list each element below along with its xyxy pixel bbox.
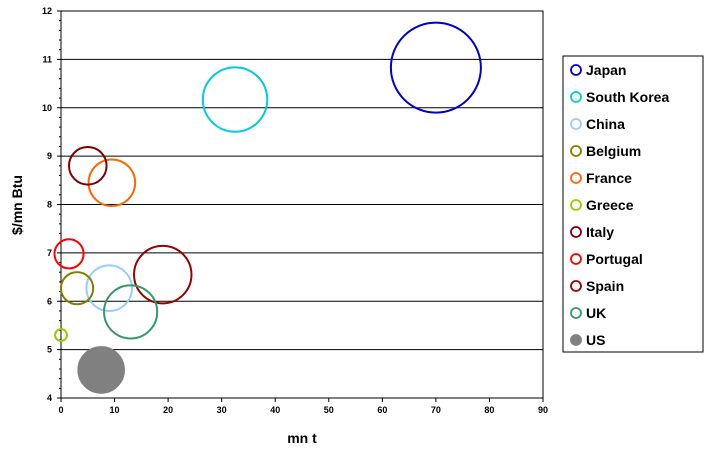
legend-label-us: US [586,332,605,348]
legend-marker-spain [570,280,582,292]
x-tick-label: 90 [538,405,548,415]
x-axis-label: mn t [287,430,317,446]
bubble-belgium [59,271,95,306]
x-tick-label: 10 [110,405,120,415]
y-tick-label: 12 [42,6,52,16]
bubble-france [87,158,137,208]
bubble-japan [389,21,482,114]
legend-label-japan: Japan [586,62,626,78]
legend-label-greece: Greece [586,197,634,213]
y-tick-label: 6 [47,296,52,306]
legend-marker-south-korea [570,91,582,103]
legend-label-uk: UK [586,305,606,321]
x-tick-label: 0 [58,405,63,415]
x-tick-label: 40 [270,405,280,415]
legend-box [562,55,704,353]
y-tick-label: 11 [42,54,52,64]
legend-marker-italy [570,226,582,238]
legend-marker-us [570,334,582,346]
bubble-portugal [53,238,85,270]
legend-label-south-korea: South Korea [586,89,669,105]
bubble-south-korea [201,66,269,133]
bubble-layer [53,21,482,394]
bubble-uk [103,284,159,340]
legend-label-portugal: Portugal [586,251,643,267]
legend-marker-uk [570,307,582,319]
bubble-china [85,264,133,312]
bubble-italy [67,146,108,186]
legend-marker-portugal [570,253,582,265]
y-tick-label: 10 [42,103,52,113]
legend: Japan South Korea China Belgium France Greece… [562,55,704,353]
x-tick-label: 80 [484,405,494,415]
bubble-spain [133,244,193,305]
legend-label-belgium: Belgium [586,143,641,159]
x-tick-label: 20 [163,405,173,415]
legend-marker-china [570,118,582,130]
x-tick-label: 70 [431,405,441,415]
x-tick-label: 50 [324,405,334,415]
bubble-greece [54,328,68,343]
y-axis-label: $/mn Btu [9,175,25,235]
legend-marker-france [570,172,582,184]
grid-layer [60,10,544,399]
y-tick-label: 7 [47,248,52,258]
legend-label-italy: Italy [586,224,614,240]
bubble-us [77,346,125,394]
axis-layer: 4 5 6 7 8 9 10 11 12 0 10 20 30 40 50 60 70 80 90 [42,6,548,415]
legend-marker-belgium [570,145,582,157]
legend-marker-japan [570,64,582,76]
legend-marker-greece [570,199,582,211]
y-tick-label: 8 [47,200,52,210]
y-tick-label: 5 [47,345,52,355]
y-tick-label: 9 [47,151,52,161]
y-tick-label: 4 [47,393,52,403]
legend-items: Japan South Korea China Belgium France Greece… [570,62,669,348]
x-tick-label: 60 [377,405,387,415]
x-tick-label: 30 [217,405,227,415]
legend-label-france: France [586,170,632,186]
legend-label-spain: Spain [586,278,624,294]
legend-label-china: China [586,116,625,132]
